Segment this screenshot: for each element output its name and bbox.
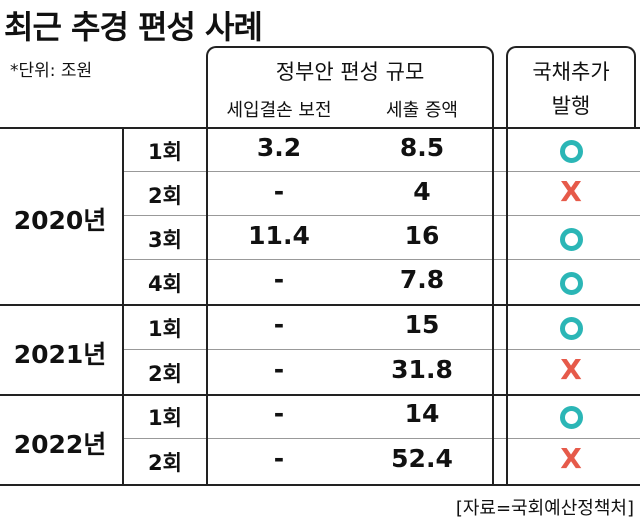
bond-no-mark: X — [506, 178, 636, 206]
bond-yes-mark — [506, 406, 636, 433]
column-divider — [206, 128, 208, 484]
unit-note: *단위: 조원 — [10, 61, 93, 81]
spend-value: 31.8 — [391, 355, 453, 384]
round-label: 1회 — [148, 406, 182, 430]
bond-yes-mark — [506, 272, 636, 299]
year-label: 2022년 — [13, 430, 107, 459]
circle-icon — [559, 140, 583, 163]
deficit-value: - — [273, 310, 285, 339]
deficit-value: - — [273, 399, 285, 428]
bond-yes-mark — [506, 140, 636, 167]
header-budget-label: 정부안 편성 규모 — [275, 60, 425, 84]
page-title: 최근 추경 편성 사례 — [4, 8, 263, 46]
row-divider — [124, 259, 640, 260]
row-divider — [124, 215, 640, 216]
deficit-value: - — [273, 355, 285, 384]
circle-icon — [559, 228, 583, 251]
spend-value: 4 — [413, 177, 431, 206]
cross-icon: X — [560, 175, 582, 208]
deficit-value: - — [273, 444, 285, 473]
header-bond-label-2: 발행 — [551, 94, 591, 118]
round-label: 4회 — [148, 272, 182, 296]
round-label: 2회 — [148, 451, 182, 475]
header-rule — [0, 127, 640, 129]
spend-value: 16 — [404, 221, 440, 250]
spend-value: 15 — [404, 310, 440, 339]
round-label: 3회 — [148, 228, 182, 252]
year-label: 2020년 — [13, 206, 107, 235]
deficit-value: - — [273, 177, 285, 206]
round-label: 2회 — [148, 362, 182, 386]
spend-value: 52.4 — [391, 444, 453, 473]
column-divider — [492, 128, 494, 484]
spend-value: 7.8 — [399, 265, 445, 294]
round-label: 2회 — [148, 184, 182, 208]
header-bond-label-1: 국채추가 — [532, 60, 610, 84]
column-divider — [506, 128, 508, 484]
circle-icon — [559, 272, 583, 295]
row-divider — [124, 438, 640, 439]
row-divider — [124, 171, 640, 172]
year-label: 2021년 — [13, 340, 107, 369]
deficit-value: 11.4 — [248, 221, 310, 250]
header-deficit-label: 세입결손 보전 — [226, 100, 332, 121]
bond-no-mark: X — [506, 445, 636, 473]
round-label: 1회 — [148, 317, 182, 341]
row-divider — [124, 349, 640, 350]
round-label: 1회 — [148, 140, 182, 164]
bond-yes-mark — [506, 228, 636, 255]
header-bond-box: 국채추가 발행 — [506, 46, 636, 128]
bond-no-mark: X — [506, 356, 636, 384]
source-note: [자료=국회예산정책처] — [455, 498, 634, 519]
column-divider — [122, 128, 124, 484]
table-bottom-rule — [0, 484, 640, 486]
bond-yes-mark — [506, 317, 636, 344]
header-budget-box: 정부안 편성 규모 — [206, 46, 494, 128]
cross-icon: X — [560, 353, 582, 386]
deficit-value: - — [273, 265, 285, 294]
spend-value: 14 — [404, 399, 440, 428]
year-divider — [0, 394, 640, 396]
deficit-value: 3.2 — [256, 133, 302, 162]
circle-icon — [559, 317, 583, 340]
circle-icon — [559, 406, 583, 429]
cross-icon: X — [560, 442, 582, 475]
year-divider — [0, 304, 640, 306]
header-spend-label: 세출 증액 — [386, 100, 458, 121]
spend-value: 8.5 — [399, 133, 445, 162]
